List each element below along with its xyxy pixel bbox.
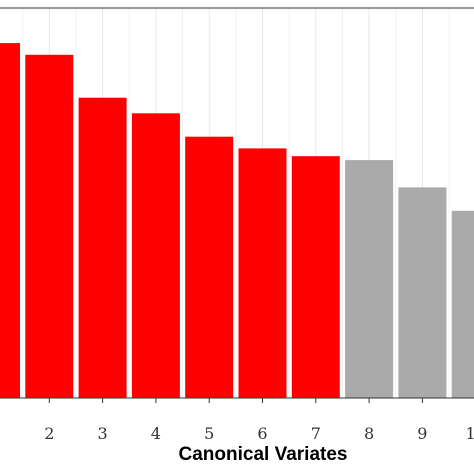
x-tick-label: 6 [257,424,267,443]
bar [238,148,287,398]
x-tick-label: 5 [204,424,214,443]
bar [0,43,20,398]
x-axis-title: Canonical Variates [179,444,348,465]
plot-area [0,8,474,399]
x-tick-label: 4 [151,424,161,443]
bar [185,136,234,398]
bar [131,113,180,399]
bar [291,156,340,398]
x-tick-label: 9 [417,424,427,443]
x-tick-label: 3 [98,424,108,443]
bar [345,160,394,398]
x-tick-label: 8 [364,424,374,443]
x-tick-label: 7 [311,424,321,443]
x-tick-label: 2 [44,424,54,443]
bar [78,97,127,398]
bar [398,187,447,398]
x-tick-label: 10 [466,424,474,443]
bar [451,210,474,398]
bar [25,54,74,399]
